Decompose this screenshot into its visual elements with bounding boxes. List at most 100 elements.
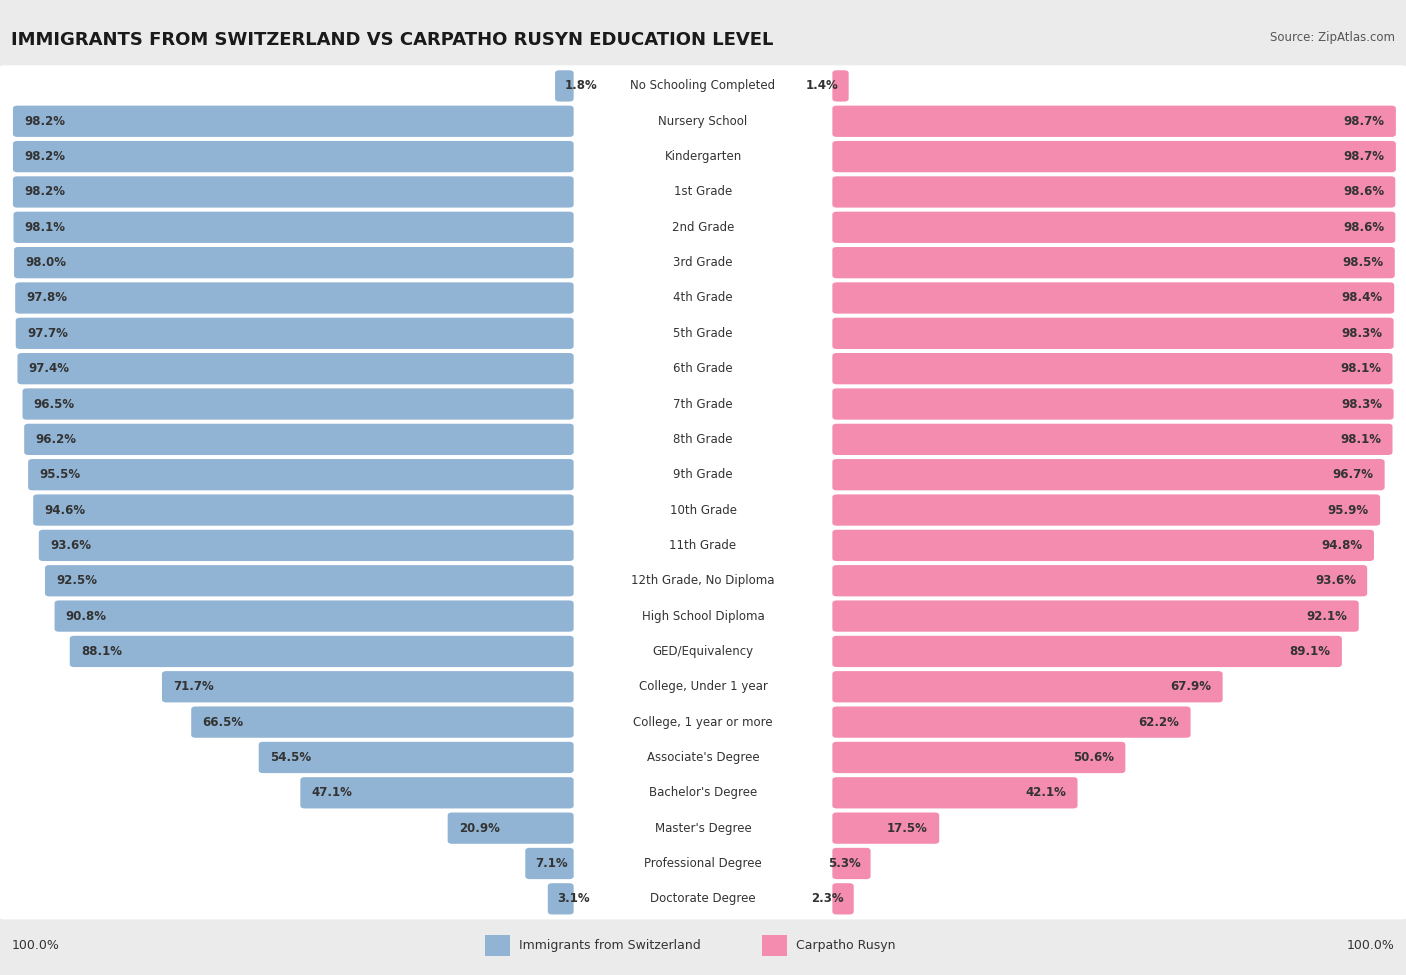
Text: 98.1%: 98.1% [25, 220, 66, 234]
FancyBboxPatch shape [832, 459, 1385, 490]
Text: 96.5%: 96.5% [34, 398, 75, 410]
FancyBboxPatch shape [832, 70, 849, 101]
FancyBboxPatch shape [832, 742, 1125, 773]
Text: 94.8%: 94.8% [1322, 539, 1362, 552]
Text: 71.7%: 71.7% [173, 681, 214, 693]
FancyBboxPatch shape [832, 283, 1395, 314]
FancyBboxPatch shape [13, 105, 574, 136]
Text: 97.7%: 97.7% [27, 327, 67, 340]
Text: Master's Degree: Master's Degree [655, 822, 751, 835]
Text: 94.6%: 94.6% [45, 503, 86, 517]
Text: 98.4%: 98.4% [1341, 292, 1384, 304]
Bar [762, 935, 787, 956]
Text: 1.8%: 1.8% [565, 79, 598, 93]
Text: IMMIGRANTS FROM SWITZERLAND VS CARPATHO RUSYN EDUCATION LEVEL: IMMIGRANTS FROM SWITZERLAND VS CARPATHO … [11, 31, 773, 49]
Text: 50.6%: 50.6% [1073, 751, 1114, 764]
Text: 96.7%: 96.7% [1333, 468, 1374, 482]
Text: 98.3%: 98.3% [1341, 398, 1382, 410]
Text: 42.1%: 42.1% [1025, 786, 1066, 799]
FancyBboxPatch shape [832, 671, 1223, 702]
Text: 2nd Grade: 2nd Grade [672, 220, 734, 234]
FancyBboxPatch shape [191, 707, 574, 738]
FancyBboxPatch shape [162, 671, 574, 702]
Text: 93.6%: 93.6% [51, 539, 91, 552]
Text: Nursery School: Nursery School [658, 115, 748, 128]
FancyBboxPatch shape [0, 842, 1406, 884]
FancyBboxPatch shape [832, 176, 1395, 208]
FancyBboxPatch shape [0, 631, 1406, 672]
Text: 93.6%: 93.6% [1315, 574, 1355, 587]
FancyBboxPatch shape [301, 777, 574, 808]
FancyBboxPatch shape [55, 601, 574, 632]
FancyBboxPatch shape [0, 348, 1406, 389]
Text: 4th Grade: 4th Grade [673, 292, 733, 304]
Text: 95.5%: 95.5% [39, 468, 80, 482]
Text: 96.2%: 96.2% [35, 433, 76, 446]
FancyBboxPatch shape [0, 242, 1406, 283]
FancyBboxPatch shape [0, 596, 1406, 637]
Text: 98.6%: 98.6% [1343, 185, 1384, 199]
FancyBboxPatch shape [0, 65, 1406, 106]
Text: 20.9%: 20.9% [458, 822, 499, 835]
Text: Immigrants from Switzerland: Immigrants from Switzerland [519, 939, 700, 953]
FancyBboxPatch shape [832, 424, 1392, 455]
Text: 90.8%: 90.8% [66, 609, 107, 623]
Text: 98.1%: 98.1% [1340, 433, 1381, 446]
Text: 98.3%: 98.3% [1341, 327, 1382, 340]
Text: 89.1%: 89.1% [1289, 644, 1330, 658]
Text: 54.5%: 54.5% [270, 751, 311, 764]
Text: College, 1 year or more: College, 1 year or more [633, 716, 773, 728]
FancyBboxPatch shape [832, 105, 1396, 136]
FancyBboxPatch shape [34, 494, 574, 526]
Text: Source: ZipAtlas.com: Source: ZipAtlas.com [1270, 31, 1395, 44]
Text: Bachelor's Degree: Bachelor's Degree [650, 786, 756, 799]
Text: 98.2%: 98.2% [24, 185, 65, 199]
Text: 98.0%: 98.0% [25, 256, 66, 269]
Text: 62.2%: 62.2% [1139, 716, 1180, 728]
Text: 7.1%: 7.1% [536, 857, 568, 870]
Text: 17.5%: 17.5% [887, 822, 928, 835]
Text: 100.0%: 100.0% [1347, 939, 1395, 953]
FancyBboxPatch shape [832, 247, 1395, 278]
Text: 100.0%: 100.0% [11, 939, 59, 953]
FancyBboxPatch shape [555, 70, 574, 101]
Text: 92.1%: 92.1% [1306, 609, 1347, 623]
Text: 3rd Grade: 3rd Grade [673, 256, 733, 269]
Text: 7th Grade: 7th Grade [673, 398, 733, 410]
Text: 88.1%: 88.1% [82, 644, 122, 658]
FancyBboxPatch shape [39, 529, 574, 561]
Text: 2.3%: 2.3% [811, 892, 844, 906]
Text: GED/Equivalency: GED/Equivalency [652, 644, 754, 658]
FancyBboxPatch shape [0, 772, 1406, 813]
FancyBboxPatch shape [0, 878, 1406, 919]
Text: No Schooling Completed: No Schooling Completed [630, 79, 776, 93]
FancyBboxPatch shape [15, 283, 574, 314]
FancyBboxPatch shape [832, 212, 1395, 243]
Text: 98.2%: 98.2% [24, 115, 65, 128]
Text: 1st Grade: 1st Grade [673, 185, 733, 199]
FancyBboxPatch shape [832, 388, 1393, 419]
Text: Professional Degree: Professional Degree [644, 857, 762, 870]
Text: 5th Grade: 5th Grade [673, 327, 733, 340]
Text: 67.9%: 67.9% [1170, 681, 1212, 693]
FancyBboxPatch shape [832, 883, 853, 915]
Text: 6th Grade: 6th Grade [673, 362, 733, 375]
FancyBboxPatch shape [0, 172, 1406, 213]
FancyBboxPatch shape [259, 742, 574, 773]
FancyBboxPatch shape [15, 318, 574, 349]
Text: 11th Grade: 11th Grade [669, 539, 737, 552]
Text: 9th Grade: 9th Grade [673, 468, 733, 482]
FancyBboxPatch shape [13, 141, 574, 173]
Text: 97.8%: 97.8% [27, 292, 67, 304]
FancyBboxPatch shape [45, 566, 574, 597]
Bar [485, 935, 510, 956]
FancyBboxPatch shape [447, 812, 574, 843]
Text: 8th Grade: 8th Grade [673, 433, 733, 446]
Text: 97.4%: 97.4% [28, 362, 70, 375]
FancyBboxPatch shape [0, 383, 1406, 425]
Text: 98.6%: 98.6% [1343, 220, 1384, 234]
Text: 98.2%: 98.2% [24, 150, 65, 163]
FancyBboxPatch shape [0, 525, 1406, 566]
FancyBboxPatch shape [0, 277, 1406, 319]
FancyBboxPatch shape [0, 666, 1406, 708]
